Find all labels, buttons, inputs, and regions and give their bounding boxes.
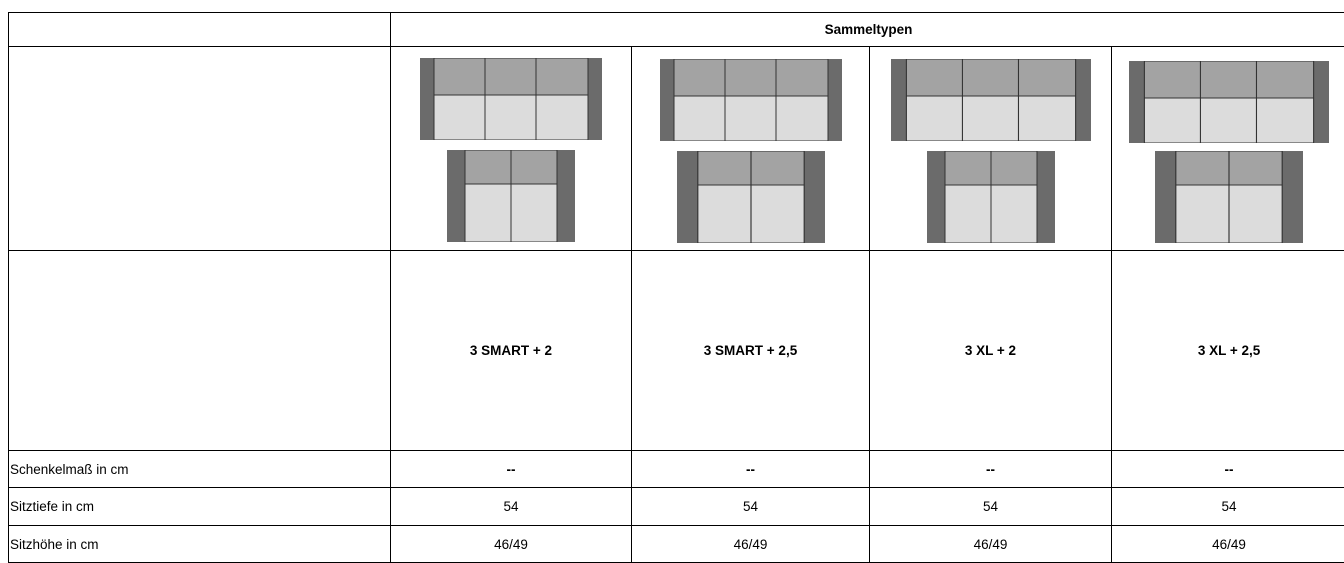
sofa-2 bbox=[1155, 151, 1303, 243]
cell-value: 46/49 bbox=[391, 526, 632, 563]
spec-row: Sitztiefe in cm 54 54 54 54 bbox=[9, 488, 1344, 526]
cell-value: -- bbox=[391, 451, 632, 488]
spec-row: Schenkelmaß in cm -- -- -- -- bbox=[9, 451, 1344, 488]
empty-cell bbox=[9, 251, 391, 451]
cell-value: 54 bbox=[870, 488, 1112, 526]
cell-value: 54 bbox=[1112, 488, 1344, 526]
page: Sammeltypen 3 SMART + 2 3 SMART + 2,5 3 … bbox=[0, 0, 1344, 562]
model-row: 3 SMART + 2 3 SMART + 2,5 3 XL + 2 3 XL … bbox=[9, 251, 1344, 451]
sofa-3 bbox=[1129, 61, 1329, 143]
cell-value: 46/49 bbox=[632, 526, 870, 563]
sofa-3 bbox=[420, 58, 602, 140]
sofa-3 bbox=[660, 59, 842, 141]
image-cell bbox=[870, 47, 1112, 251]
image-row bbox=[9, 47, 1344, 251]
cell-value: -- bbox=[1112, 451, 1344, 488]
model-name: 3 SMART + 2,5 bbox=[632, 251, 870, 451]
model-name: 3 XL + 2,5 bbox=[1112, 251, 1344, 451]
sofa-3 bbox=[891, 59, 1091, 141]
cell-value: -- bbox=[632, 451, 870, 488]
sofa-2 bbox=[927, 151, 1055, 243]
header-title: Sammeltypen bbox=[391, 13, 1344, 47]
header-row: Sammeltypen bbox=[9, 13, 1344, 47]
empty-cell bbox=[9, 47, 391, 251]
model-name: 3 XL + 2 bbox=[870, 251, 1112, 451]
cell-value: -- bbox=[870, 451, 1112, 488]
row-label: Sitzhöhe in cm bbox=[9, 526, 391, 563]
cell-value: 46/49 bbox=[1112, 526, 1344, 563]
empty-cell bbox=[9, 13, 391, 47]
spec-table: Sammeltypen 3 SMART + 2 3 SMART + 2,5 3 … bbox=[8, 12, 1344, 563]
image-cell bbox=[1112, 47, 1344, 251]
cell-value: 54 bbox=[632, 488, 870, 526]
cell-value: 46/49 bbox=[870, 526, 1112, 563]
row-label: Schenkelmaß in cm bbox=[9, 451, 391, 488]
sofa-2 bbox=[677, 151, 825, 243]
image-cell bbox=[391, 47, 632, 251]
image-cell bbox=[632, 47, 870, 251]
row-label: Sitztiefe in cm bbox=[9, 488, 391, 526]
cell-value: 54 bbox=[391, 488, 632, 526]
spec-row: Sitzhöhe in cm 46/49 46/49 46/49 46/49 bbox=[9, 526, 1344, 563]
model-name: 3 SMART + 2 bbox=[391, 251, 632, 451]
sofa-2 bbox=[447, 150, 575, 242]
